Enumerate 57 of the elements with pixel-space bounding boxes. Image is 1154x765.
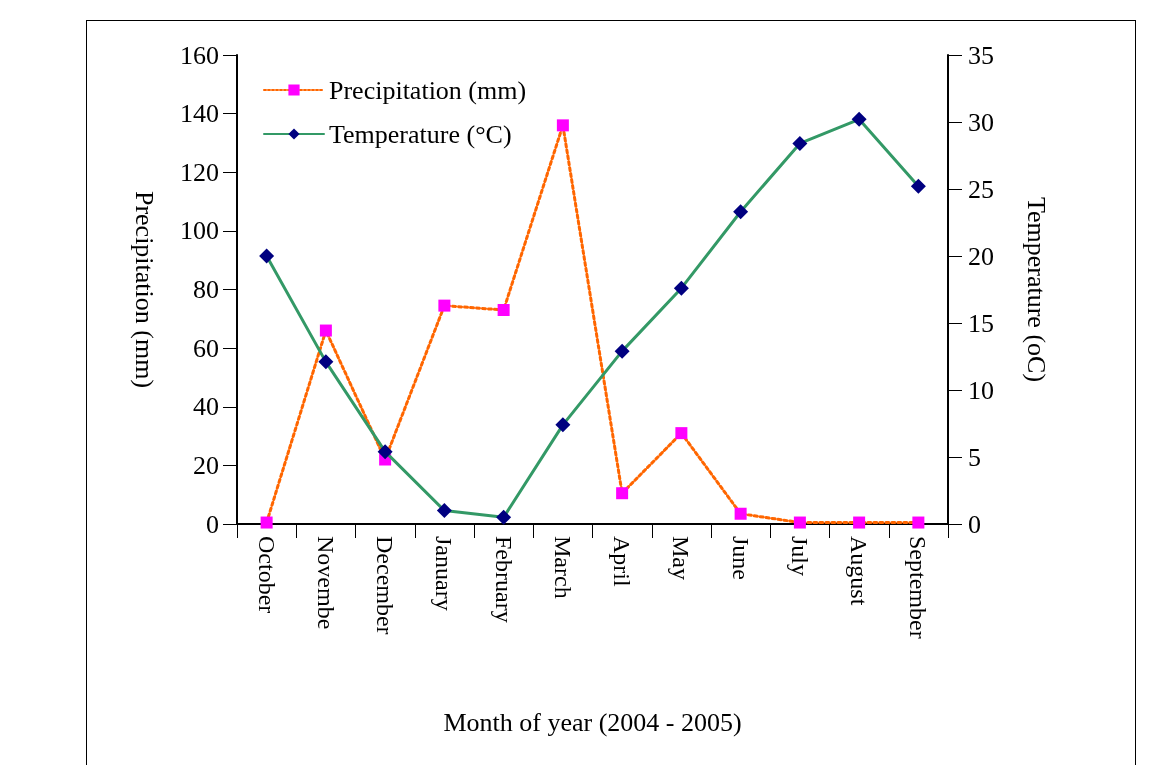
x-tick-label: April — [609, 536, 636, 587]
point — [733, 204, 749, 220]
point — [675, 427, 688, 440]
x-tick-label: October — [253, 536, 280, 614]
point — [853, 516, 866, 529]
y-tick-label: 20 — [193, 450, 219, 480]
y2-tick-label: 35 — [968, 40, 994, 70]
point — [438, 299, 451, 312]
point — [616, 487, 629, 500]
point — [318, 354, 334, 370]
point — [377, 444, 393, 460]
x-tick-label: February — [490, 536, 517, 623]
point — [496, 509, 512, 525]
point — [260, 516, 273, 529]
y2-tick-label: 15 — [968, 308, 994, 338]
y2-axis-title: Temperature (oC) — [1021, 196, 1051, 383]
y-axis-title: Precipitation (mm) — [129, 190, 159, 389]
point — [497, 304, 510, 317]
y-tick-label: 100 — [180, 216, 219, 246]
y-tick-label: 140 — [180, 99, 219, 129]
y-tick-label: 120 — [180, 157, 219, 187]
point — [910, 178, 926, 194]
legend-label: Precipitation (mm) — [329, 75, 527, 105]
x-tick-label: June — [727, 536, 754, 580]
x-tick-label: May — [668, 536, 695, 580]
point — [851, 111, 867, 127]
point — [792, 135, 808, 151]
x-tick-label: January — [431, 536, 458, 611]
point — [614, 343, 630, 359]
y-tick-label: 60 — [193, 333, 219, 363]
x-tick-label: July — [786, 536, 813, 577]
y-tick-label: 160 — [180, 40, 219, 70]
y2-tick-label: 5 — [968, 442, 981, 472]
x-axis-title: Month of year (2004 - 2005) — [443, 707, 742, 737]
legend-label: Temperature (°C) — [329, 119, 512, 149]
y-tick-label: 40 — [193, 392, 219, 422]
x-tick-label: Novembe — [312, 536, 339, 630]
y2-tick-label: 10 — [968, 375, 994, 405]
point — [555, 417, 571, 433]
y2-tick-label: 25 — [968, 174, 994, 204]
point — [556, 119, 569, 132]
y2-tick-label: 30 — [968, 107, 994, 137]
point — [673, 280, 689, 296]
y2-tick-label: 20 — [968, 241, 994, 271]
x-tick-label: March — [549, 536, 576, 599]
point — [793, 516, 806, 529]
y2-tick-label: 0 — [968, 509, 981, 539]
x-tick-label: December — [372, 536, 399, 635]
point — [436, 503, 452, 519]
point — [259, 248, 275, 264]
y-tick-label: 0 — [206, 509, 219, 539]
y-tick-label: 80 — [193, 275, 219, 304]
point — [319, 324, 332, 337]
point — [734, 507, 747, 520]
x-tick-label: August — [846, 536, 873, 606]
point — [912, 516, 925, 529]
x-tick-label: September — [905, 536, 932, 639]
